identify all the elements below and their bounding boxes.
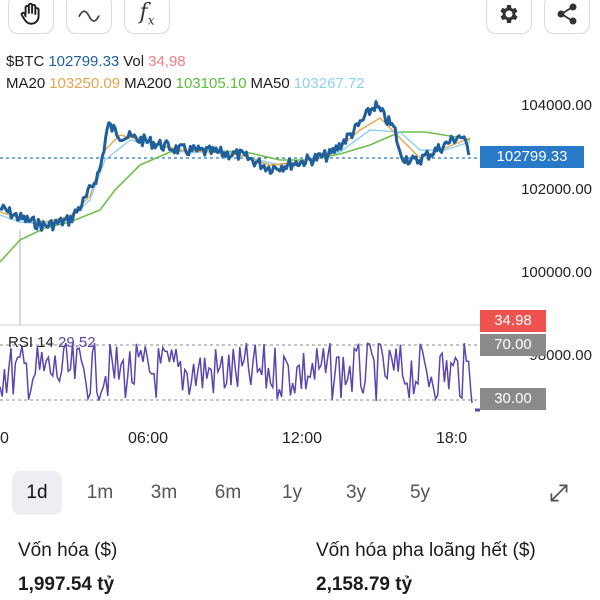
current-price-tag: 102799.33	[480, 146, 584, 168]
range-tab-3m[interactable]: 3m	[150, 482, 178, 503]
ma20-label: MA20	[6, 75, 46, 92]
price-chart[interactable]	[0, 96, 480, 416]
share-icon	[557, 3, 577, 25]
range-selector: 1d 1m 3m 6m 1y 3y 5y	[12, 471, 452, 515]
wave-line-icon	[78, 10, 100, 22]
range-tab-1y[interactable]: 1y	[281, 482, 303, 503]
market-cap-label: Vốn hóa ($)	[18, 540, 118, 561]
volume-label: Vol	[123, 53, 145, 70]
ma20-line	[0, 117, 471, 223]
line-tool-button[interactable]	[66, 0, 112, 34]
market-cap-value: 1,997.54 tỷ	[18, 574, 115, 595]
time-axis-label: 0	[0, 430, 9, 447]
rsi-legend: RSI 14 29.52	[8, 334, 96, 351]
range-tab-1m[interactable]: 1m	[86, 482, 114, 503]
gear-icon	[500, 5, 518, 23]
price-axis-label: 102000.00	[521, 181, 592, 198]
rsi-label: RSI 14	[8, 334, 54, 351]
hand-icon	[20, 2, 40, 25]
symbol-label: $BTC	[6, 53, 45, 70]
fdv-label: Vốn hóa pha loãng hết ($)	[316, 540, 536, 561]
range-tab-3y[interactable]: 3y	[345, 482, 367, 503]
volume-tag: 34.98	[480, 310, 546, 332]
hand-tool-button[interactable]	[8, 0, 54, 34]
share-button[interactable]	[544, 0, 590, 34]
range-tab-1d[interactable]: 1d	[12, 471, 62, 515]
expand-icon	[550, 484, 568, 502]
volume-value: 34,98	[148, 53, 186, 70]
time-axis-label: 18:0	[436, 430, 468, 447]
ma50-label: MA50	[250, 75, 290, 92]
time-axis-label: 12:00	[282, 430, 323, 447]
fullscreen-button[interactable]	[546, 480, 572, 511]
indicator-button[interactable]: fx	[124, 0, 170, 34]
ma200-line	[0, 131, 471, 263]
chart-legend-line1: $BTC 102799.33 Vol 34,98	[6, 53, 190, 71]
settings-button[interactable]	[486, 0, 532, 34]
ma50-line	[0, 129, 471, 225]
fdv-value: 2,158.79 tỷ	[316, 574, 413, 595]
rsi-series-line	[0, 342, 473, 404]
rsi-value: 29.52	[58, 334, 96, 351]
ma200-value: 103105.10	[175, 75, 247, 92]
price-axis-label: 104000.00	[521, 97, 592, 114]
last-price: 102799.33	[48, 53, 120, 70]
price-series-line	[0, 100, 471, 232]
range-tab-6m[interactable]: 6m	[214, 482, 242, 503]
price-axis-label: 100000.00	[521, 264, 592, 281]
function-fx-icon: fx	[139, 0, 155, 28]
rsi-lower-tag: 30.00	[480, 388, 546, 410]
ma200-label: MA200	[124, 75, 172, 92]
chart-legend-line2: MA20 103250.09 MA200 103105.10 MA50 103267.72	[6, 75, 369, 93]
time-axis-label: 06:00	[128, 430, 169, 447]
ma50-value: 103267.72	[293, 75, 365, 92]
rsi-upper-tag: 70.00	[480, 334, 546, 356]
ma20-value: 103250.09	[49, 75, 121, 92]
range-tab-5y[interactable]: 5y	[409, 482, 431, 503]
chart-toolbar: fx	[0, 0, 600, 44]
